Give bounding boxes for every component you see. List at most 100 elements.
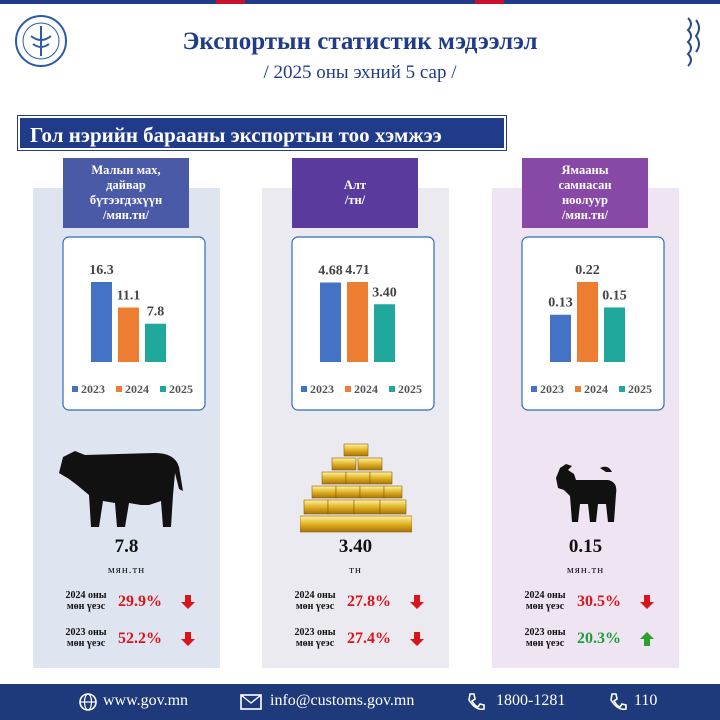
arrow-down (181, 632, 195, 646)
bar (577, 282, 598, 362)
legend-swatch (345, 386, 351, 392)
bar-chart: 4.68 2023 4.71 2024 3.40 2025 (291, 236, 435, 411)
legend-label: 2024 (584, 382, 608, 396)
legend-swatch (160, 386, 166, 392)
logo (15, 15, 67, 67)
footer-email: info@customs.gov.mn (270, 692, 415, 709)
bar (91, 282, 112, 362)
bar (118, 307, 139, 362)
bar (347, 282, 368, 362)
gold-icon (300, 443, 412, 533)
change-label-line: 2023 оны (524, 627, 566, 638)
chart-title-line: дайвар (106, 178, 146, 192)
chart-title-line: Малын мах, (91, 163, 161, 177)
chart-title-line: Ямааны (561, 163, 609, 177)
change-label: 2023 оны мөн үеэс (51, 627, 121, 649)
chart-title-box: Малын мах, дайвар бүтээгдэхүүн/мян.тн/ (63, 158, 189, 228)
value-label: 4.68 (318, 264, 343, 279)
latest-unit: мян.тн (107, 564, 146, 576)
arrow (410, 632, 424, 646)
change-value: 20.3% (577, 630, 621, 647)
bar (550, 314, 571, 362)
change-value: 30.5% (577, 593, 621, 610)
bar (374, 304, 395, 362)
arrow (181, 595, 195, 609)
value-label: 11.1 (117, 289, 141, 304)
chart-title-box: Ямааны самнасан ноолуур/мян.тн/ (522, 158, 648, 228)
arrow-up (640, 632, 654, 646)
value-label: 0.15 (602, 288, 627, 303)
change-label-line: мөн үеэс (295, 601, 335, 612)
legend-label: 2025 (628, 382, 652, 396)
bar (320, 282, 341, 362)
change-label: 2024 оны мөн үеэс (280, 590, 350, 612)
legend-swatch (619, 386, 625, 392)
value-label: 0.22 (575, 263, 600, 278)
bar (145, 323, 166, 362)
change-label-line: 2023 оны (65, 627, 107, 638)
footer-hotline: 110 (634, 692, 658, 709)
change-label: 2023 оны мөн үеэс (510, 627, 580, 649)
chart-title-line: самнасан (558, 178, 612, 192)
mail-icon (240, 694, 262, 710)
chart-title-line: /мян.тн/ (562, 208, 608, 222)
footer-website: www.gov.mn (103, 692, 189, 709)
legend-swatch (575, 386, 581, 392)
change-label-line: мөн үеэс (525, 638, 565, 649)
value-label: 7.8 (147, 305, 165, 320)
bar-chart: 16.3 2023 11.1 2024 7.8 2025 (62, 236, 206, 411)
latest-unit: тн (349, 564, 362, 576)
latest-value: 3.40 (338, 536, 373, 557)
arrow-down (640, 595, 654, 609)
change-label-line: мөн үеэс (295, 638, 335, 649)
header-title: Экспортын статистик мэдээлэл (182, 28, 538, 55)
section-title: Гол нэрийн барааны экспортын тоо хэмжээ (18, 116, 506, 150)
value-label: 0.13 (548, 296, 573, 311)
change-value: 27.4% (347, 630, 391, 647)
footer-bar (0, 684, 720, 720)
legend-label: 2023 (540, 382, 564, 396)
change-label-line: 2024 оны (524, 590, 566, 601)
legend-swatch (301, 386, 307, 392)
goat-icon (556, 464, 617, 522)
change-value: 29.9% (118, 593, 162, 610)
legend-swatch (72, 386, 78, 392)
top-stripe (0, 0, 720, 4)
change-label-line: мөн үеэс (66, 638, 106, 649)
bar (604, 307, 625, 362)
arrow (410, 595, 424, 609)
legend-label: 2024 (354, 382, 378, 396)
legend-label: 2024 (125, 382, 149, 396)
legend-label: 2025 (169, 382, 193, 396)
bar-chart: 0.13 2023 0.22 2024 0.15 2025 (521, 236, 665, 411)
chart-title-line: бүтээгдэхүүн (89, 193, 163, 207)
change-label-line: мөн үеэс (66, 601, 106, 612)
change-label-line: 2023 оны (294, 627, 336, 638)
value-label: 16.3 (89, 263, 114, 278)
arrow (640, 595, 654, 609)
change-label: 2024 оны мөн үеэс (510, 590, 580, 612)
chart-title-line: /тн/ (344, 193, 366, 207)
change-label: 2023 оны мөн үеэс (280, 627, 350, 649)
script-emblem (686, 17, 700, 67)
legend-swatch (389, 386, 395, 392)
change-value: 27.8% (347, 593, 391, 610)
phone-icon (610, 693, 627, 711)
latest-value: 7.8 (114, 536, 139, 557)
change-label-line: 2024 оны (65, 590, 107, 601)
phone-icon (468, 693, 485, 711)
footer-phone: 1800-1281 (496, 692, 566, 709)
change-value: 52.2% (118, 630, 162, 647)
cow-icon (59, 451, 183, 527)
arrow (640, 632, 654, 646)
legend-swatch (531, 386, 537, 392)
header-subtitle: / 2025 оны эхний 5 сар / (263, 62, 457, 83)
chart-title-line: /мян.тн/ (103, 208, 149, 222)
chart-title-line: Алт (343, 178, 367, 192)
latest-unit: мян.тн (566, 564, 605, 576)
legend-label: 2023 (310, 382, 334, 396)
arrow-down (181, 595, 195, 609)
change-label-line: мөн үеэс (525, 601, 565, 612)
chart-title-box: Алт/тн/ (292, 158, 418, 228)
